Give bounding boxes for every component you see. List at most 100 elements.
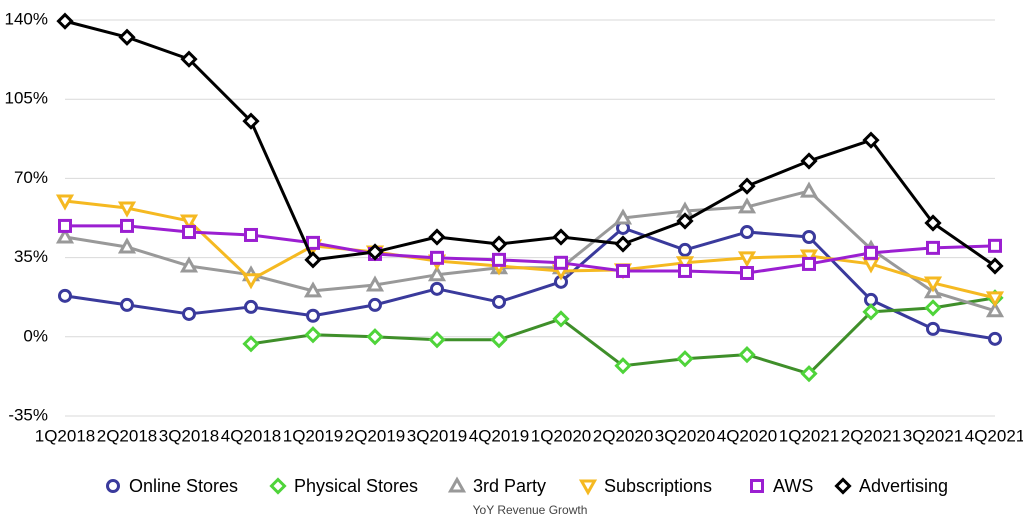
marker <box>179 214 199 231</box>
marker <box>924 214 942 232</box>
marker <box>861 257 881 274</box>
legend-item: Physical Stores <box>269 476 418 496</box>
legend-label: Advertising <box>859 476 948 496</box>
y-tick-label: 0% <box>23 326 48 345</box>
marker <box>613 208 633 225</box>
marker <box>678 242 692 257</box>
series-line <box>64 19 996 268</box>
marker <box>799 249 819 266</box>
marker <box>180 50 198 68</box>
marker <box>117 237 137 254</box>
marker <box>366 328 384 346</box>
marker <box>306 308 320 323</box>
marker <box>750 479 764 493</box>
marker <box>58 218 72 233</box>
marker <box>430 250 444 265</box>
chart-title: YoY Revenue Growth <box>473 503 588 517</box>
marker <box>120 297 134 312</box>
x-tick-label: 4Q2018 <box>221 426 282 445</box>
y-tick-label: 140% <box>5 9 48 28</box>
x-tick-label: 2Q2018 <box>97 426 158 445</box>
legend-label: AWS <box>773 476 813 496</box>
y-tick-label: 105% <box>5 89 48 108</box>
marker <box>430 281 444 296</box>
marker <box>492 252 506 267</box>
marker <box>926 321 940 336</box>
marker <box>802 230 816 245</box>
marker <box>740 225 754 240</box>
marker <box>738 177 756 195</box>
marker <box>55 227 75 244</box>
x-tick-label: 4Q2019 <box>469 426 530 445</box>
marker <box>365 275 385 292</box>
marker <box>242 112 260 130</box>
marker <box>985 291 1005 308</box>
marker <box>740 265 754 280</box>
marker <box>799 181 819 198</box>
marker <box>738 346 756 364</box>
marker <box>492 294 506 309</box>
x-tick-label: 1Q2021 <box>779 426 840 445</box>
marker <box>676 350 694 368</box>
y-tick-label: 35% <box>14 247 48 266</box>
marker <box>306 235 320 250</box>
marker <box>864 245 878 260</box>
legend-label: 3rd Party <box>473 476 546 496</box>
marker <box>616 263 630 278</box>
marker <box>988 331 1002 346</box>
marker <box>106 479 120 493</box>
x-tick-label: 2Q2021 <box>841 426 902 445</box>
marker <box>428 228 446 246</box>
marker <box>120 218 134 233</box>
series-line <box>64 199 996 300</box>
marker <box>552 310 570 328</box>
marker <box>58 288 72 303</box>
x-tick-label: 3Q2019 <box>407 426 468 445</box>
marker <box>428 331 446 349</box>
marker <box>244 299 258 314</box>
y-tick-label: -35% <box>8 405 48 424</box>
marker <box>182 306 196 321</box>
marker <box>427 265 447 282</box>
marker <box>924 299 942 317</box>
x-tick-label: 3Q2020 <box>655 426 716 445</box>
marker <box>244 227 258 242</box>
legend-item: AWS <box>750 476 813 496</box>
x-tick-label: 3Q2021 <box>903 426 964 445</box>
legend-item: Advertising <box>834 476 948 496</box>
marker <box>118 28 136 46</box>
marker <box>490 331 508 349</box>
marker <box>676 212 694 230</box>
marker <box>447 476 467 493</box>
marker <box>55 194 75 211</box>
marker <box>182 225 196 240</box>
x-tick-label: 2Q2020 <box>593 426 654 445</box>
marker <box>862 131 880 149</box>
marker <box>834 477 852 495</box>
marker <box>614 235 632 253</box>
marker <box>242 335 260 353</box>
x-tick-label: 1Q2018 <box>35 426 96 445</box>
marker <box>985 301 1005 318</box>
legend-label: Online Stores <box>129 476 238 496</box>
marker <box>179 256 199 273</box>
x-tick-label: 1Q2020 <box>531 426 592 445</box>
x-tick-label: 1Q2019 <box>283 426 344 445</box>
marker <box>800 152 818 170</box>
marker <box>862 303 880 321</box>
marker <box>926 240 940 255</box>
marker <box>304 326 322 344</box>
legend-label: Subscriptions <box>604 476 712 496</box>
marker <box>304 251 322 269</box>
marker <box>923 276 943 293</box>
series-line <box>65 224 996 275</box>
marker <box>678 263 692 278</box>
marker <box>675 256 695 273</box>
marker <box>800 365 818 383</box>
marker <box>986 257 1004 275</box>
x-tick-label: 4Q2020 <box>717 426 778 445</box>
marker <box>988 238 1002 253</box>
legend-label: Physical Stores <box>294 476 418 496</box>
marker <box>737 251 757 268</box>
